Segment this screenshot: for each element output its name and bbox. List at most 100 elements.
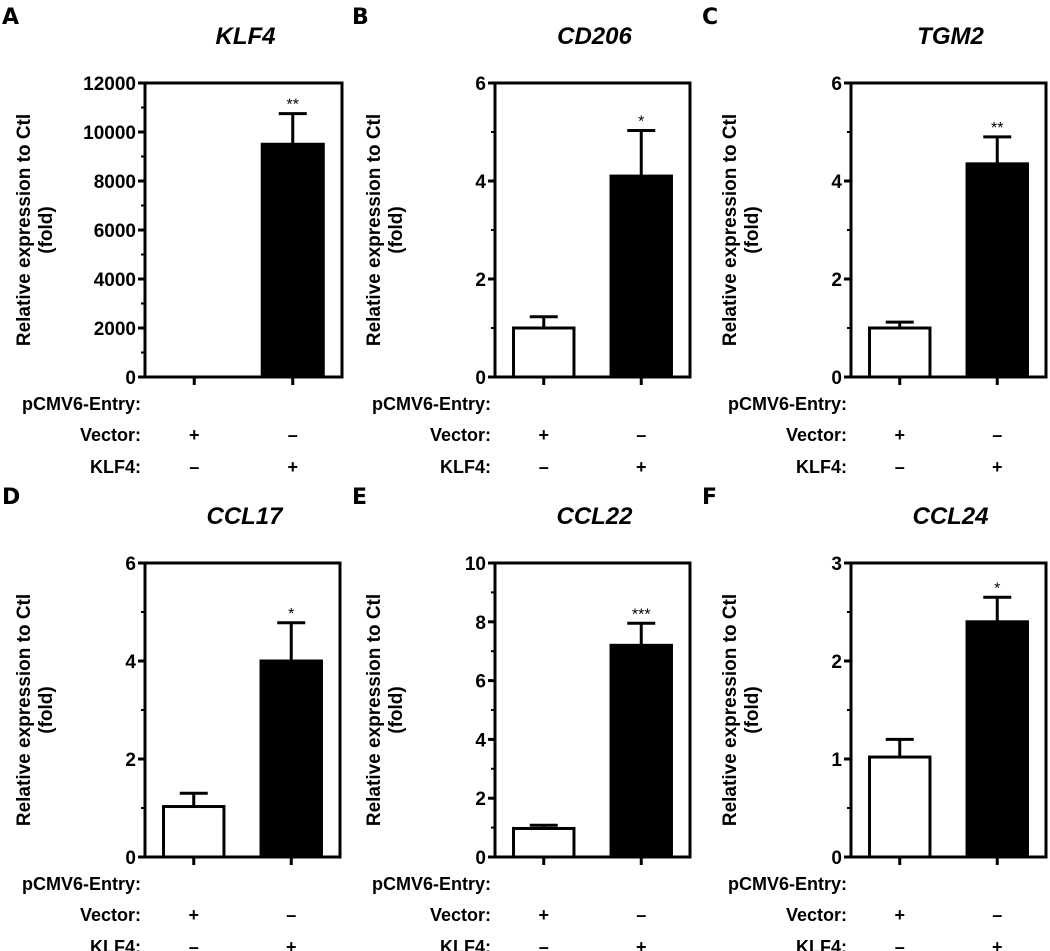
vector-row-value: – — [636, 905, 646, 925]
vector-row-label: Vector: — [786, 905, 847, 925]
klf4-row-value: – — [189, 937, 199, 951]
y-axis-label: Relative expression to Ctl (fold) — [364, 114, 407, 346]
y-axis-label-line1: Relative expression to Ctl — [14, 114, 35, 346]
vector-row-value: – — [992, 905, 1002, 925]
panel-f: F CCL24 Relative expression to Ctl (fold) 0 1… — [702, 485, 1048, 951]
y-tick-label: 1 — [831, 750, 842, 771]
vector-row-value: + — [538, 425, 549, 445]
klf4-row-value: – — [539, 457, 549, 477]
y-tick-label: 0 — [475, 368, 486, 389]
bar-vector — [512, 326, 576, 379]
y-tick-label: 2 — [475, 270, 486, 291]
bar-klf4 — [609, 643, 673, 859]
bar-klf4 — [965, 620, 1029, 859]
vector-row-value: – — [992, 425, 1002, 445]
vector-row-label: Vector: — [430, 425, 491, 445]
significance-label: *** — [632, 606, 651, 623]
y-axis-label-line2: (fold) — [36, 206, 57, 253]
bar-vector — [162, 805, 226, 859]
y-axis-label-line1: Relative expression to Ctl — [720, 114, 741, 346]
klf4-row-value: + — [286, 937, 297, 951]
significance-label: * — [994, 580, 1000, 597]
klf4-row-value: – — [895, 457, 905, 477]
panel-letter: F — [702, 485, 717, 510]
panel-e: E CCL22 Relative expression to Ctl (fold) 0 2… — [352, 485, 692, 951]
chart-title: CCL17 — [206, 503, 284, 530]
bar-vector — [868, 326, 932, 379]
vector-row-label: Vector: — [80, 905, 141, 925]
panel-a: A KLF4 Relative expression to Ctl (fold) 0 20… — [2, 5, 344, 477]
y-tick-label: 0 — [125, 848, 136, 869]
klf4-row-label: KLF4: — [796, 937, 847, 951]
y-tick-label: 4 — [831, 172, 842, 193]
y-tick-label: 0 — [475, 848, 486, 869]
klf4-row-label: KLF4: — [440, 937, 491, 951]
y-tick-label: 8 — [475, 613, 486, 634]
bar-klf4 — [609, 174, 673, 379]
chart-title: CCL22 — [556, 503, 633, 530]
y-tick-label: 2 — [475, 789, 486, 810]
y-tick-label: 2 — [831, 652, 842, 673]
condition-header: pCMV6-Entry: — [372, 874, 491, 894]
y-axis-label: Relative expression to Ctl (fold) — [720, 114, 763, 346]
significance-label: * — [288, 606, 294, 623]
vector-row-value: – — [288, 425, 298, 445]
y-axis-label-line1: Relative expression to Ctl — [720, 594, 741, 826]
y-axis-label-line2: (fold) — [386, 686, 407, 733]
panel-b: B CD206 Relative expression to Ctl (fold) 0 2… — [352, 5, 692, 477]
condition-header: pCMV6-Entry: — [728, 874, 847, 894]
klf4-row-value: – — [189, 457, 199, 477]
klf4-row-label: KLF4: — [440, 457, 491, 477]
klf4-row-value: + — [992, 457, 1003, 477]
y-tick-label: 6000 — [94, 221, 136, 242]
y-tick-label: 12000 — [83, 74, 136, 95]
chart-title: CCL24 — [912, 503, 988, 530]
klf4-row-label: KLF4: — [796, 457, 847, 477]
condition-header: pCMV6-Entry: — [22, 394, 141, 414]
y-tick-label: 6 — [831, 74, 842, 95]
klf4-row-value: – — [539, 937, 549, 951]
significance-label: ** — [991, 120, 1003, 137]
y-axis-label-line2: (fold) — [742, 686, 763, 733]
vector-row-label: Vector: — [786, 425, 847, 445]
significance-label: * — [638, 114, 644, 131]
y-axis-label: Relative expression to Ctl (fold) — [364, 594, 407, 826]
y-axis-label-line1: Relative expression to Ctl — [14, 594, 35, 826]
klf4-row-label: KLF4: — [90, 457, 141, 477]
bar-vector — [868, 755, 932, 859]
y-tick-label: 4 — [475, 730, 486, 751]
panel-letter: C — [702, 5, 718, 30]
vector-row-value: – — [286, 905, 296, 925]
vector-row-label: Vector: — [80, 425, 141, 445]
y-tick-label: 2000 — [94, 319, 136, 340]
panel-letter: E — [352, 485, 367, 510]
vector-row-value: + — [894, 905, 905, 925]
y-axis-label-line1: Relative expression to Ctl — [364, 594, 385, 826]
y-tick-label: 2 — [125, 750, 136, 771]
klf4-row-value: + — [992, 937, 1003, 951]
klf4-row-value: + — [636, 937, 647, 951]
y-tick-label: 2 — [831, 270, 842, 291]
y-axis-label: Relative expression to Ctl (fold) — [720, 594, 763, 826]
y-axis-label-line1: Relative expression to Ctl — [364, 114, 385, 346]
condition-header: pCMV6-Entry: — [22, 874, 141, 894]
vector-row-label: Vector: — [430, 905, 491, 925]
chart-title: KLF4 — [216, 23, 276, 50]
panel-letter: D — [2, 485, 20, 510]
y-axis-label-line2: (fold) — [742, 206, 763, 253]
y-tick-label: 6 — [475, 672, 486, 693]
vector-row-value: + — [538, 905, 549, 925]
condition-header: pCMV6-Entry: — [372, 394, 491, 414]
y-tick-label: 4 — [125, 652, 136, 673]
panel-letter: A — [2, 5, 19, 30]
panel-d: D CCL17 Relative expression to Ctl (fold) 0 2… — [2, 485, 342, 951]
chart-title: TGM2 — [917, 23, 984, 50]
condition-header: pCMV6-Entry: — [728, 394, 847, 414]
bar-klf4 — [260, 142, 325, 379]
klf4-row-value: – — [895, 937, 905, 951]
bar-vector — [512, 826, 576, 859]
y-tick-label: 4 — [475, 172, 486, 193]
vector-row-value: – — [636, 425, 646, 445]
y-tick-label: 0 — [831, 848, 842, 869]
